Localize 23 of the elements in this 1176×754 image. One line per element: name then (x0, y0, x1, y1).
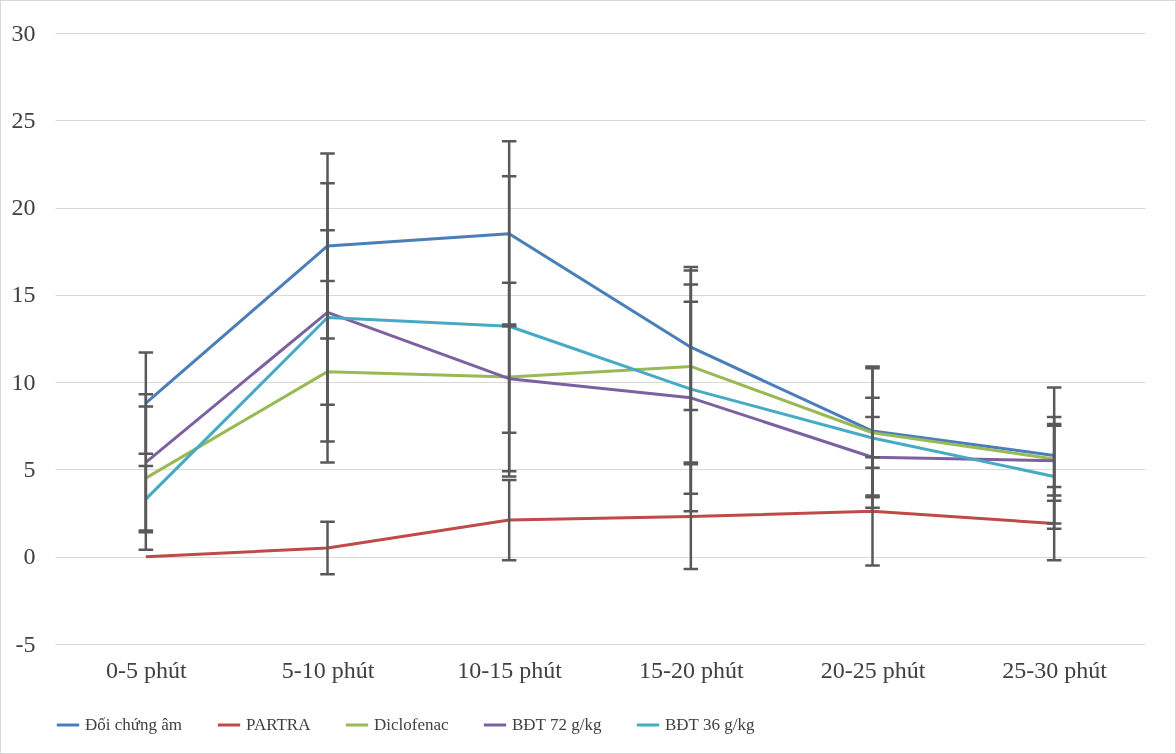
x-tick-label: 0-5 phút (106, 656, 187, 683)
y-tick-label: 15 (11, 281, 36, 308)
x-tick-label: 15-20 phút (639, 656, 744, 683)
legend-label: BĐT 36 g/kg (665, 715, 755, 734)
y-tick-label: -5 (15, 630, 36, 657)
x-tick-label: 5-10 phút (281, 656, 375, 683)
legend-label: BĐT 72 g/kg (512, 715, 602, 734)
legend-label: Đối chứng âm (85, 715, 183, 734)
line-series (144, 232, 1056, 457)
x-tick-label: 10-15 phút (457, 656, 563, 683)
line-series (144, 316, 1056, 501)
x-tick-label: 25-30 phút (1002, 656, 1108, 683)
line-series (144, 364, 1056, 480)
x-tick-label: 20-25 phút (820, 656, 926, 683)
y-tick-label: 5 (23, 455, 36, 482)
y-tick-label: 10 (11, 368, 36, 395)
y-tick-label: 0 (23, 543, 36, 570)
y-tick-label: 30 (11, 19, 36, 46)
legend-label: Diclofenac (374, 715, 450, 734)
y-tick-label: 20 (11, 194, 36, 221)
legend-label: PARTRA (246, 715, 312, 734)
line-series (144, 310, 1056, 464)
y-tick-label: 25 (11, 106, 36, 133)
